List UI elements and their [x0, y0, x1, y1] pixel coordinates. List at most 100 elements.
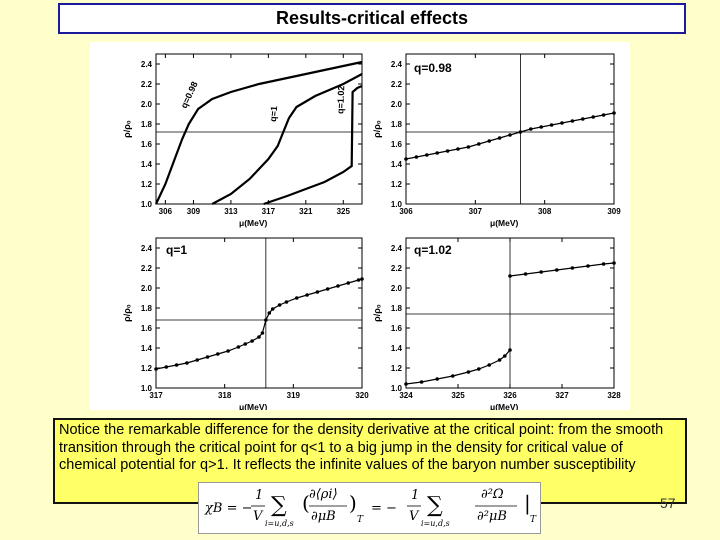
panel-q-label: q=1	[166, 243, 187, 257]
x-tick-label: 319	[287, 391, 301, 400]
series-line	[155, 60, 363, 205]
x-tick-label: 306	[399, 207, 413, 216]
curve-annotation: q=1.02	[335, 85, 346, 114]
data-point	[586, 264, 590, 268]
data-point	[466, 145, 471, 149]
sum-symbol-1: ∑	[271, 493, 287, 518]
data-point	[612, 261, 616, 265]
data-point	[435, 151, 440, 155]
y-tick-label: 1.6	[141, 324, 153, 333]
formula-deriv2-den: ∂²μB	[477, 509, 507, 524]
data-point	[466, 370, 471, 374]
data-point	[216, 352, 220, 356]
data-point	[560, 121, 564, 125]
x-tick-label: 308	[538, 207, 552, 216]
data-point	[404, 157, 408, 161]
data-point	[612, 111, 616, 115]
data-point	[555, 268, 559, 272]
data-point	[456, 147, 460, 151]
data-point	[477, 367, 481, 371]
y-tick-label: 1.2	[141, 364, 153, 373]
x-tick-label: 309	[607, 207, 621, 216]
bar-close-2: |	[524, 491, 531, 515]
y-tick-label: 1.4	[391, 344, 403, 353]
data-point	[435, 377, 440, 381]
data-point	[305, 293, 309, 297]
data-point	[174, 363, 179, 367]
y-tick-label: 2.4	[391, 60, 403, 69]
data-point	[257, 335, 261, 339]
data-point	[503, 354, 507, 358]
y-axis-label: ρ/ρ₀	[122, 120, 132, 138]
x-tick-label: 328	[607, 391, 621, 400]
x-tick-label: 307	[469, 207, 483, 216]
y-tick-label: 2.0	[391, 284, 403, 293]
y-tick-label: 2.0	[141, 100, 153, 109]
note-text: Notice the remarkable difference for the…	[59, 422, 664, 473]
formula-fraction-bars	[251, 505, 517, 507]
y-tick-label: 2.2	[141, 264, 153, 273]
y-tick-label: 1.8	[141, 304, 153, 313]
plot-frame	[155, 53, 363, 205]
data-point	[497, 136, 502, 140]
x-tick-label: 306	[159, 207, 173, 216]
data-point	[414, 155, 419, 159]
y-tick-label: 2.4	[141, 60, 153, 69]
y-tick-label: 2.4	[141, 244, 153, 253]
y-tick-label: 2.2	[141, 80, 153, 89]
y-tick-label: 1.6	[141, 140, 153, 149]
formula-sum2-sub: i=u,d,s	[421, 519, 450, 528]
data-point	[294, 296, 299, 300]
data-point	[195, 358, 199, 362]
data-point	[549, 123, 554, 127]
data-point	[477, 142, 481, 146]
data-point	[284, 300, 289, 304]
x-tick-label: 317	[149, 391, 163, 400]
chart-panel-3: 1.0 1.2 1.4 1.6 1.8 2.0 2.2 2.4 317 318 319 320 μ(Me…	[122, 237, 369, 410]
data-point	[508, 348, 512, 352]
y-tick-label: 1.0	[141, 200, 153, 209]
y-axis-label: ρ/ρ₀	[372, 120, 382, 138]
x-tick-label: 324	[399, 391, 413, 400]
y-tick-label: 1.8	[391, 120, 403, 129]
data-point	[243, 342, 248, 346]
formula-deriv2-num: ∂²Ω	[481, 487, 504, 502]
y-tick-label: 1.6	[391, 324, 403, 333]
y-tick-label: 1.2	[391, 364, 403, 373]
plot-frame	[155, 237, 363, 389]
data-point	[346, 281, 351, 285]
y-tick-label: 2.2	[391, 80, 403, 89]
panel-q-label: q=1.02	[414, 243, 452, 257]
data-point	[508, 274, 512, 278]
formula-sum1-sub: i=u,d,s	[265, 519, 294, 528]
data-point	[539, 270, 543, 274]
curve-annotation: q=1	[268, 106, 279, 123]
data-point	[539, 125, 543, 129]
chart-panel-1: 1.0 1.2 1.4 1.6 1.8 2.0 2.2 2.4 306 309 313 317 321 3…	[122, 53, 363, 228]
susceptibility-formula: χB = − 1 V ∑ i=u,d,s ( ∂⟨ρi⟩ ∂μB ) T = −…	[198, 482, 541, 534]
data-point	[419, 380, 424, 384]
y-tick-label: 1.4	[141, 344, 153, 353]
data-point	[360, 277, 364, 281]
x-tick-label: 321	[299, 207, 313, 216]
x-tick-label: 313	[224, 207, 238, 216]
x-axis-label: μ(MeV)	[490, 218, 519, 228]
slide-title: Results-critical effects	[58, 3, 686, 34]
figure-panel: 1.0 1.2 1.4 1.6 1.8 2.0 2.2 2.4 306 309 313 317 321 3…	[90, 42, 630, 410]
data-point	[404, 382, 408, 386]
series-line	[509, 262, 615, 277]
series-line	[211, 73, 363, 205]
chart-figure: 1.0 1.2 1.4 1.6 1.8 2.0 2.2 2.4 306 309 313 317 321 3…	[122, 53, 621, 410]
x-tick-label: 325	[337, 207, 351, 216]
series-line	[405, 349, 511, 385]
paren-close-1: )	[349, 491, 357, 515]
data-point	[260, 331, 265, 335]
data-point	[154, 367, 158, 371]
y-tick-label: 2.4	[391, 244, 403, 253]
data-point	[518, 130, 523, 134]
data-point	[185, 361, 189, 365]
data-point	[508, 133, 512, 137]
data-point	[570, 119, 575, 123]
data-point	[570, 266, 575, 270]
data-point	[267, 311, 272, 315]
